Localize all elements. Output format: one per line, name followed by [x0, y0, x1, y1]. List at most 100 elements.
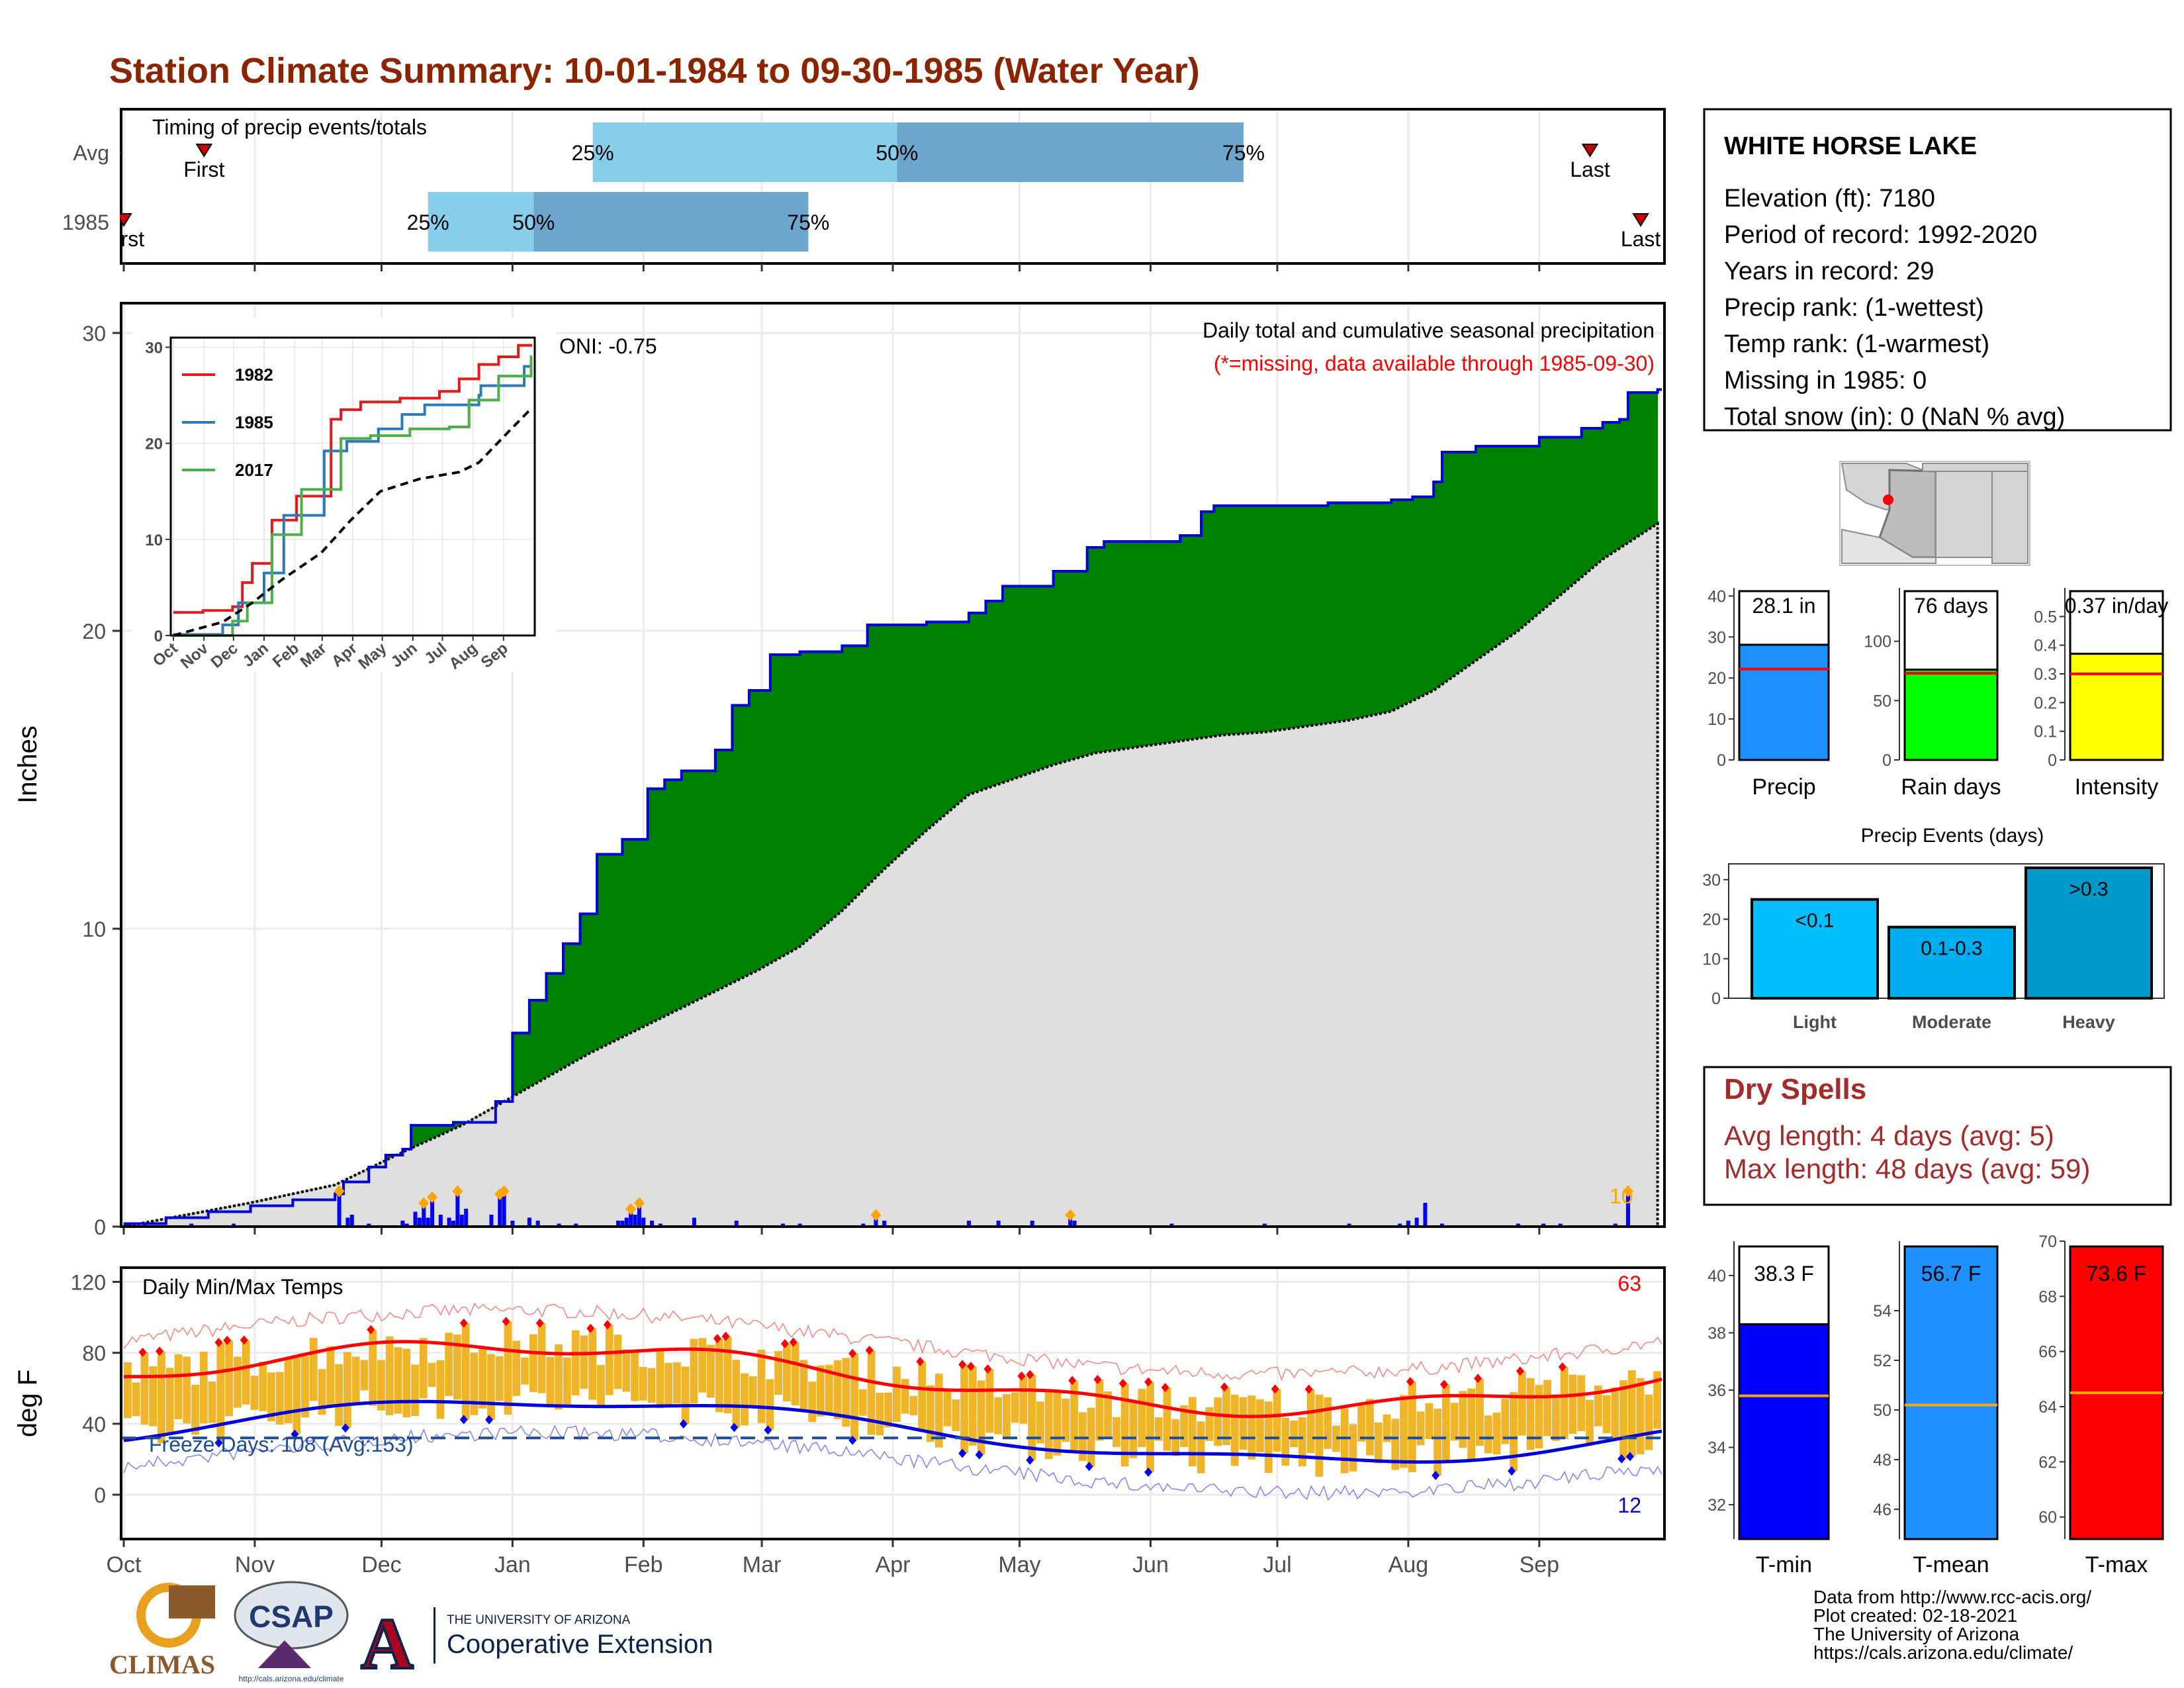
- month-label: Jun: [1132, 1552, 1169, 1577]
- temp-daily-range-bar: [318, 1369, 326, 1415]
- temp-record-low-marker: [1625, 1452, 1634, 1462]
- precip-departure-segment: [681, 771, 686, 1009]
- precip-daily-bar: [781, 1223, 785, 1227]
- temp-record-high-marker: [1118, 1378, 1127, 1388]
- precip-daily-bar: [734, 1221, 739, 1227]
- precip-departure-segment: [850, 645, 855, 904]
- precip-departure-segment: [635, 839, 640, 1031]
- precip-departure-segment: [909, 624, 915, 847]
- precip-departure-segment: [1365, 502, 1371, 718]
- temp-daily-range-bar: [1154, 1417, 1163, 1441]
- precip-departure-segment: [1572, 437, 1578, 585]
- temp-bar-label: T-mean: [1913, 1552, 1989, 1577]
- precip-departure-segment: [1399, 499, 1404, 708]
- temp-record-low-marker: [730, 1423, 739, 1432]
- temp-panel: 0 40 80 120 Oct Nov Dec Jan Feb Mar Apr May Jun Jul Au…: [13, 1266, 1666, 1577]
- precip-heavy-day-marker: [334, 1185, 345, 1197]
- precip-note-missing: (*=missing, data available through 1985-…: [1214, 352, 1655, 375]
- temp-record-high-marker: [367, 1325, 375, 1335]
- precip-departure-segment: [871, 624, 876, 882]
- precip-departure-segment: [812, 651, 817, 937]
- precip-departure-segment: [1091, 547, 1096, 755]
- ua-logo-big-text: Cooperative Extension: [447, 1630, 713, 1659]
- temp-daily-range-bar: [673, 1362, 681, 1404]
- precip-departure-segment: [1492, 445, 1498, 649]
- temp-bar-ytick-label: 64: [2038, 1398, 2057, 1417]
- temp-daily-range-bar: [1602, 1395, 1611, 1434]
- climas-logo: CLIMAS: [109, 1583, 215, 1679]
- temp-daily-range-bar: [1653, 1371, 1661, 1429]
- precip-departure-segment: [1505, 445, 1510, 641]
- temp-daily-range-bar: [1645, 1394, 1653, 1450]
- temp-bar-ytick-label: 46: [1873, 1501, 1891, 1519]
- temp-daily-range-bar: [977, 1380, 985, 1455]
- temp-ytick-label: 120: [71, 1270, 106, 1294]
- credit-line-4: https://cals.arizona.edu/climate/: [1813, 1642, 2073, 1663]
- temp-daily-range-bar: [335, 1364, 343, 1427]
- temp-daily-range-bar: [369, 1329, 377, 1406]
- temp-daily-range-bar: [614, 1335, 622, 1389]
- temp-daily-range-bar: [952, 1399, 960, 1431]
- temp-record-low-marker: [291, 1429, 299, 1439]
- temp-daily-range-bar: [994, 1397, 1002, 1434]
- metric-bar-ytick-label: 0.2: [2034, 694, 2057, 712]
- precip-departure-segment: [833, 651, 839, 919]
- precip-departure-segment: [1514, 445, 1519, 635]
- precip-departure-segment: [1340, 502, 1345, 722]
- month-label: Mar: [743, 1552, 782, 1577]
- precip-daily-bar: [966, 1221, 971, 1227]
- temp-record-high-marker: [1093, 1375, 1102, 1385]
- precip-departure-segment: [1163, 541, 1168, 744]
- precip-departure-segment: [1129, 541, 1134, 749]
- precip-departure-segment: [1344, 502, 1349, 722]
- inset-ytick-label: 10: [145, 532, 163, 549]
- temp-record-high-marker: [1161, 1383, 1169, 1393]
- precip-departure-segment: [1298, 505, 1303, 728]
- precip-heavy-day-marker: [427, 1191, 438, 1203]
- station-info-line: Temp rank: (1-warmest): [1724, 330, 1989, 358]
- temp-daily-range-bar: [893, 1366, 901, 1422]
- temp-daily-range-bar: [749, 1376, 757, 1408]
- map-state-utah-colorado: [1922, 463, 2028, 472]
- precip-heavy-day-marker: [633, 1197, 645, 1209]
- temp-daily-range-bar: [250, 1376, 259, 1410]
- precip-departure-segment: [1530, 445, 1535, 621]
- precip-departure-segment: [774, 654, 780, 962]
- precip-departure-segment: [998, 600, 1003, 785]
- temp-daily-range-bar: [918, 1361, 927, 1432]
- precip-departure-segment: [964, 622, 970, 799]
- temp-daily-range-bar: [833, 1360, 842, 1419]
- ua-logo-letter: A: [361, 1603, 413, 1684]
- temp-record-low-marker: [975, 1450, 983, 1460]
- precip-departure-segment: [803, 651, 809, 944]
- precip-departure-segment: [880, 624, 885, 874]
- inset-legend: 1982 1985 2017: [182, 365, 273, 480]
- temp-daily-range-bar: [165, 1368, 174, 1432]
- temp-daily-range-bar: [1459, 1391, 1467, 1448]
- precip-departure-segment: [901, 624, 906, 855]
- timing-percentile-label: 50%: [876, 141, 918, 165]
- precip-ytick-label: 10: [82, 917, 106, 941]
- metric-bar-ytick-label: 20: [1707, 669, 1726, 688]
- precip-departure-segment: [736, 705, 741, 982]
- month-label: Feb: [624, 1552, 663, 1577]
- temp-daily-range-bar: [1146, 1382, 1154, 1472]
- temp-daily-range-bar: [284, 1358, 293, 1424]
- precip-departure-segment: [672, 779, 678, 1013]
- precip-departure-segment: [934, 622, 940, 824]
- temp-daily-range-bar: [301, 1356, 309, 1418]
- precip-departure-segment: [1302, 505, 1308, 727]
- precip-departure-segment: [786, 654, 792, 955]
- temp-daily-range-bar: [1087, 1407, 1095, 1467]
- precip-departure-segment: [676, 779, 682, 1011]
- temp-daily-range-bar: [1120, 1383, 1129, 1467]
- precip-departure-segment: [656, 788, 661, 1021]
- precip-departure-segment: [419, 1125, 424, 1145]
- precip-departure-segment: [1361, 502, 1367, 718]
- precip-daily-bar: [189, 1223, 194, 1227]
- precip-departure-segment: [1251, 505, 1257, 733]
- temp-daily-range-bar: [681, 1366, 690, 1425]
- temp-daily-range-bar: [927, 1385, 934, 1442]
- precip-daily-bar: [232, 1223, 236, 1227]
- precip-departure-segment: [888, 624, 893, 867]
